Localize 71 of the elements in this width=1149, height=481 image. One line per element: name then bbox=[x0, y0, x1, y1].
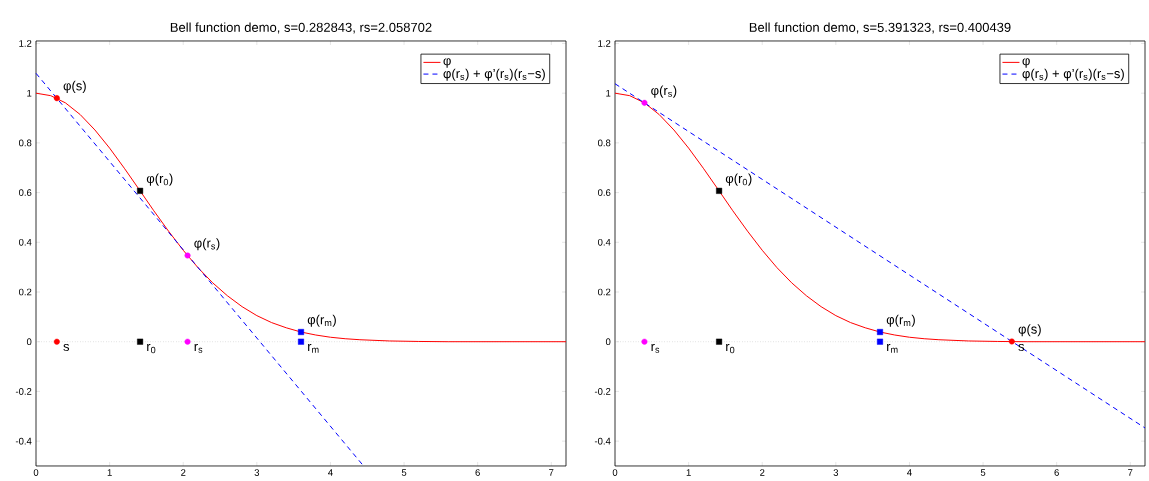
x-tick-label: 7 bbox=[549, 469, 554, 476]
x-tick-label: 3 bbox=[254, 469, 260, 476]
y-tick-label: 0.8 bbox=[597, 139, 611, 147]
legend-label: φ(r$_{s}$) + φ’(r$_{s}$)(r$_{s}$−s) bbox=[1022, 68, 1124, 81]
y-tick-label: 0 bbox=[26, 338, 32, 346]
x-tick-label: 6 bbox=[1054, 469, 1059, 476]
y-tick-label: 0.4 bbox=[18, 238, 32, 246]
annotation: φ(s) bbox=[63, 80, 86, 93]
point bbox=[716, 187, 723, 194]
x-tick-label: 1 bbox=[686, 469, 691, 476]
x-tick-label: 2 bbox=[760, 469, 765, 476]
point bbox=[716, 338, 723, 345]
annotation: r$_{s}$ bbox=[651, 343, 660, 353]
point bbox=[298, 338, 305, 345]
point bbox=[877, 329, 884, 336]
x-tick-label: 4 bbox=[907, 469, 912, 476]
chart-title: Bell function demo, s=5.391323, rs=0.400439 bbox=[749, 22, 1011, 34]
annotation: r$_{0}$ bbox=[147, 343, 156, 354]
annotation: φ(r$_{0}$) bbox=[725, 173, 752, 186]
y-tick-label: -0.4 bbox=[15, 437, 32, 445]
x-tick-label: 6 bbox=[475, 469, 480, 476]
y-tick-label: -0.2 bbox=[15, 388, 32, 395]
point bbox=[184, 252, 191, 259]
y-tick-label: 0.2 bbox=[597, 288, 611, 296]
legend-label: φ bbox=[443, 58, 451, 68]
point bbox=[137, 338, 144, 345]
legend-label: φ bbox=[1022, 58, 1030, 68]
y-tick-label: 1.2 bbox=[598, 40, 611, 47]
x-tick-label: 1 bbox=[107, 469, 112, 476]
x-tick-label: 0 bbox=[33, 469, 39, 476]
y-tick-label: 0.6 bbox=[597, 189, 611, 196]
x-tick-label: 7 bbox=[1128, 469, 1133, 476]
annotation: r$_{s}$ bbox=[194, 343, 203, 353]
annotation: r$_{m}$ bbox=[887, 343, 898, 353]
y-tick-label: 0.6 bbox=[18, 189, 32, 196]
point bbox=[877, 338, 884, 345]
annotation: φ(r$_{0}$) bbox=[146, 173, 173, 186]
annotation: s bbox=[1018, 343, 1025, 352]
annotation: φ(r$_{m}$) bbox=[886, 314, 915, 327]
point bbox=[1008, 338, 1015, 345]
y-tick-label: 1 bbox=[606, 89, 611, 97]
point bbox=[184, 338, 191, 345]
y-tick-label: 1 bbox=[27, 89, 32, 97]
point bbox=[298, 329, 305, 336]
x-tick-label: 2 bbox=[181, 469, 186, 476]
annotation: s bbox=[63, 343, 70, 352]
y-tick-label: 0.8 bbox=[18, 139, 32, 147]
annotation: r$_{0}$ bbox=[726, 343, 735, 354]
annotation: φ(r$_{s}$) bbox=[194, 238, 220, 251]
chart-title: Bell function demo, s=0.282843, rs=2.058702 bbox=[170, 22, 432, 34]
point bbox=[53, 338, 60, 345]
point bbox=[641, 338, 648, 345]
y-tick-label: -0.4 bbox=[594, 437, 611, 445]
legend-label: φ(r$_{s}$) + φ’(r$_{s}$)(r$_{s}$−s) bbox=[443, 68, 545, 81]
y-tick-label: 1.2 bbox=[19, 40, 32, 47]
annotation: r$_{m}$ bbox=[308, 343, 319, 353]
y-tick-label: 0.4 bbox=[597, 238, 611, 246]
y-tick-label: -0.2 bbox=[594, 388, 611, 395]
point bbox=[641, 99, 648, 106]
x-tick-label: 0 bbox=[612, 469, 618, 476]
y-tick-label: 0.2 bbox=[18, 288, 32, 296]
x-tick-label: 3 bbox=[833, 469, 839, 476]
x-tick-label: 5 bbox=[401, 469, 407, 476]
point bbox=[137, 187, 144, 194]
annotation: φ(r$_{s}$) bbox=[651, 85, 677, 98]
x-tick-label: 4 bbox=[328, 469, 333, 476]
x-tick-label: 5 bbox=[980, 469, 986, 476]
annotation: φ(r$_{m}$) bbox=[307, 314, 336, 327]
point bbox=[53, 95, 60, 102]
y-tick-label: 0 bbox=[605, 338, 611, 346]
annotation: φ(s) bbox=[1018, 324, 1041, 337]
